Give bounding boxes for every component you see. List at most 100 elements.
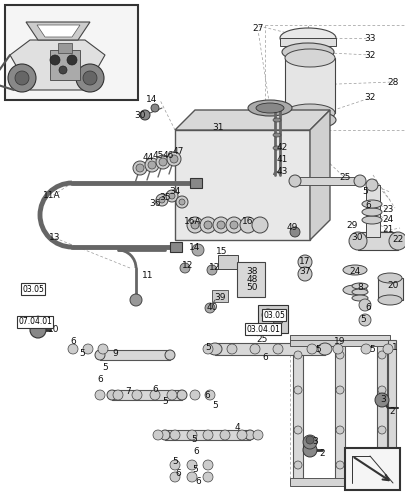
Bar [357,232,397,250]
Text: 14: 14 [189,244,200,252]
Ellipse shape [272,133,280,137]
Circle shape [335,386,343,394]
Text: 32: 32 [363,50,375,59]
Polygon shape [309,110,329,240]
Bar [190,178,202,188]
Text: 6: 6 [175,470,181,478]
Circle shape [159,197,164,203]
Text: 31: 31 [212,124,223,132]
Circle shape [190,390,200,400]
Circle shape [34,316,42,324]
Circle shape [202,430,213,440]
Circle shape [205,390,215,400]
Text: 18: 18 [273,316,285,324]
Bar [215,343,324,355]
Ellipse shape [377,273,401,283]
Text: 6: 6 [262,354,267,362]
Text: 5: 5 [102,364,108,372]
Circle shape [187,430,196,440]
Bar [292,340,302,485]
Bar [100,350,170,360]
Circle shape [76,64,104,92]
Circle shape [113,390,123,400]
Bar [217,255,237,269]
Circle shape [8,64,36,92]
Ellipse shape [256,103,284,113]
Ellipse shape [164,350,175,360]
Text: 40: 40 [206,304,217,312]
Circle shape [358,314,370,326]
Circle shape [179,263,190,273]
Text: 5: 5 [79,350,85,358]
Circle shape [365,179,377,191]
Circle shape [293,351,301,359]
Text: 21: 21 [382,226,393,234]
Ellipse shape [177,390,187,400]
Circle shape [261,309,273,321]
Text: 14: 14 [146,96,157,104]
Text: 3: 3 [379,396,385,404]
Ellipse shape [351,295,367,301]
Ellipse shape [284,49,334,67]
Bar [334,340,344,485]
Circle shape [170,155,177,163]
Ellipse shape [160,430,170,440]
Circle shape [156,155,170,169]
Circle shape [335,461,343,469]
Bar [170,242,181,252]
Circle shape [377,351,385,359]
Text: 34: 34 [169,188,180,196]
Text: 24: 24 [349,268,360,276]
Text: 6: 6 [195,478,200,486]
Bar [387,340,395,485]
Circle shape [305,436,313,444]
Circle shape [293,386,301,394]
Bar [58,43,72,53]
Circle shape [15,71,29,85]
Ellipse shape [244,430,254,440]
Text: 23: 23 [382,206,393,214]
Text: 6: 6 [364,200,370,209]
Ellipse shape [351,289,367,295]
Bar [257,305,287,333]
Bar [289,478,389,486]
Text: 5: 5 [359,316,365,324]
Circle shape [252,430,262,440]
Text: 47: 47 [172,148,183,156]
Text: 2: 2 [388,408,394,416]
Ellipse shape [348,232,366,250]
Text: 42: 42 [276,144,287,152]
Circle shape [377,426,385,434]
Circle shape [166,390,177,400]
Bar [294,177,359,185]
Text: 2: 2 [318,450,324,458]
Ellipse shape [281,43,333,61]
Circle shape [358,299,370,311]
Ellipse shape [207,343,222,355]
Circle shape [288,175,300,187]
Circle shape [145,158,159,172]
Text: 03.05: 03.05 [22,284,44,294]
Text: 5: 5 [172,458,177,466]
Text: 16A: 16A [184,218,201,226]
Circle shape [67,55,77,65]
Bar [284,58,334,113]
Circle shape [59,66,67,74]
Circle shape [293,426,301,434]
Text: 6: 6 [97,376,102,384]
Circle shape [302,443,316,457]
Ellipse shape [388,232,405,250]
Text: 6: 6 [204,392,209,400]
Text: 50: 50 [246,284,257,292]
Text: 44: 44 [142,154,153,162]
Bar [377,278,402,300]
Text: 5: 5 [314,346,320,354]
Circle shape [68,344,78,354]
Ellipse shape [361,208,381,216]
Text: 28: 28 [386,78,398,86]
Text: 46: 46 [162,150,173,160]
Circle shape [335,426,343,434]
Ellipse shape [247,100,291,116]
Circle shape [175,196,188,208]
Circle shape [151,104,159,112]
